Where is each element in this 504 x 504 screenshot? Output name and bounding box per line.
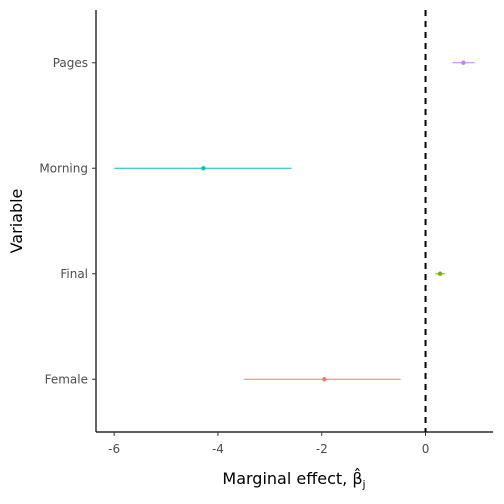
x-tick-label: -6 <box>108 442 120 456</box>
marks-layer <box>114 60 475 382</box>
point-estimate <box>201 166 206 171</box>
y-tick-label: Morning <box>39 161 88 175</box>
x-axis-title-text: Marginal effect, <box>222 469 352 488</box>
x-axis-title-subscript: j <box>362 478 366 491</box>
point-estimate <box>437 271 443 276</box>
x-axis-title: Marginal effect, β̂j <box>222 468 365 491</box>
x-tick-label: -2 <box>316 442 328 456</box>
point-estimate <box>461 60 466 65</box>
axes-layer <box>95 10 493 433</box>
y-axis-title: Variable <box>7 189 26 254</box>
y-tick-label: Female <box>45 372 88 386</box>
x-tick-label: -4 <box>212 442 224 456</box>
y-ticks: Female Final Morning Pages <box>39 56 96 386</box>
x-tick-label: 0 <box>422 442 430 456</box>
x-axis-title-symbol: β̂ <box>352 468 362 488</box>
y-tick-label: Final <box>60 267 88 281</box>
point-estimate <box>322 377 327 382</box>
x-ticks: -6 -4 -2 0 <box>108 432 429 456</box>
y-tick-label: Pages <box>53 56 88 70</box>
